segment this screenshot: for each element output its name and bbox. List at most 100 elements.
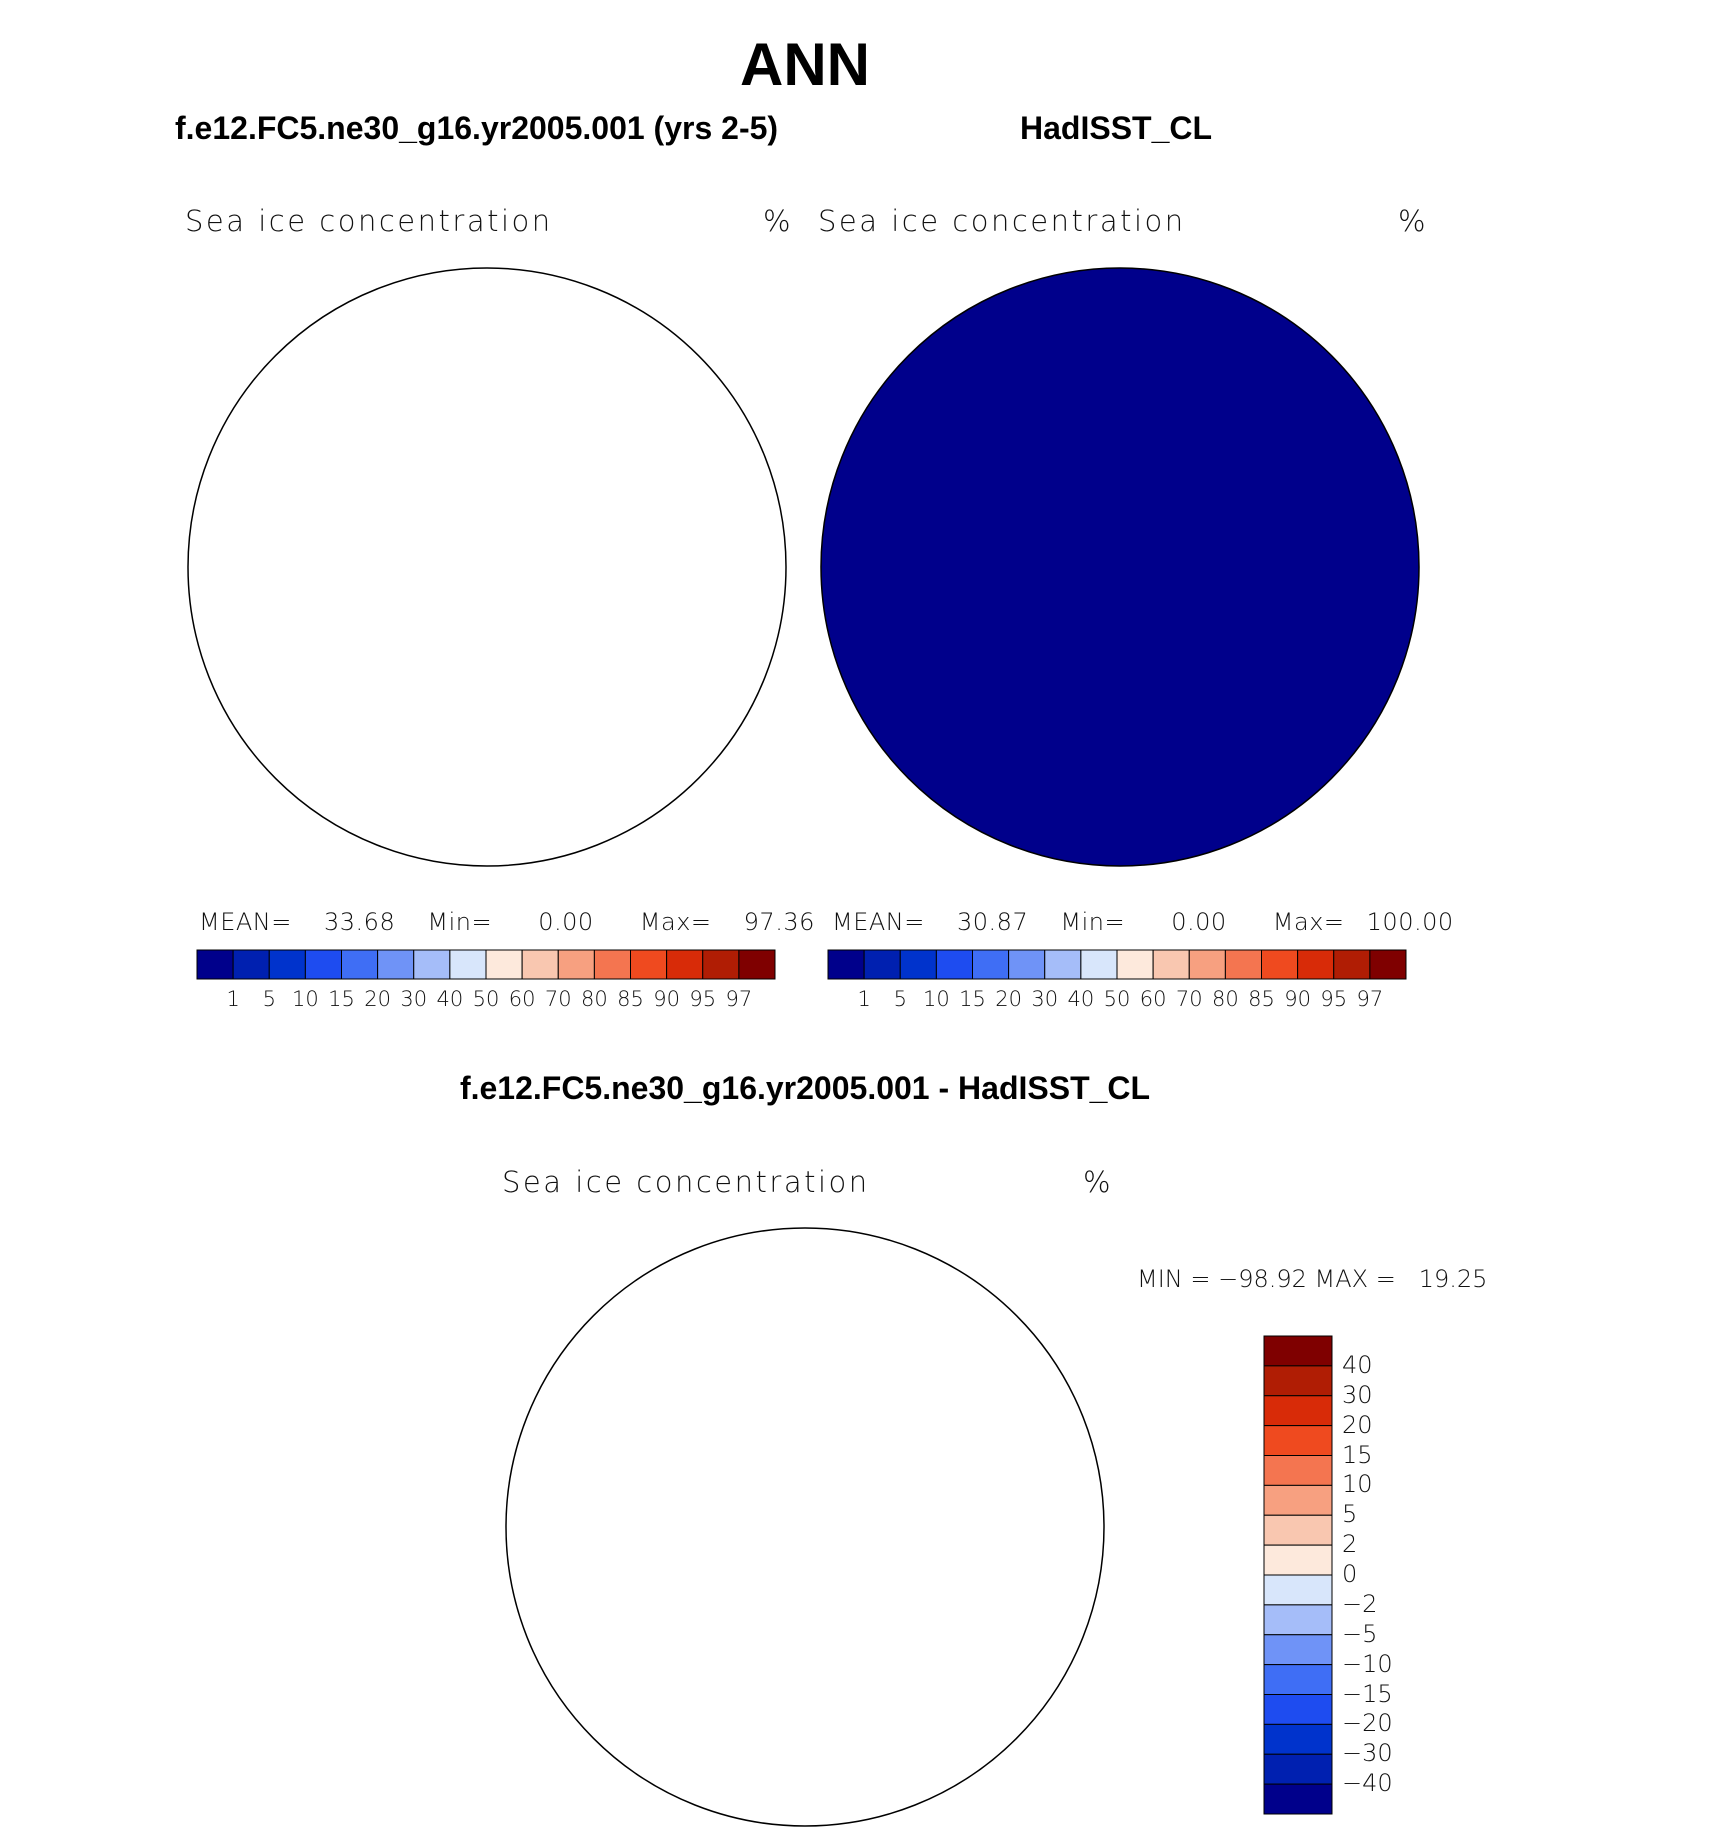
obs-min-value: 0.00	[1171, 908, 1227, 936]
obs-colorbar-tick-label: 15	[959, 987, 986, 1011]
model-case-title: f.e12.FC5.ne30_g16.yr2005.001 (yrs 2-5)	[175, 110, 779, 146]
obs-colorbar-cell	[827, 949, 865, 980]
obs-colorbar-cell	[1224, 949, 1262, 980]
model-colorbar-cell	[666, 949, 704, 980]
obs-case-title: HadISST_CL	[1020, 110, 1213, 146]
difference-colorbar-cell	[1263, 1335, 1333, 1367]
obs-colorbar-tick-label: 90	[1284, 987, 1311, 1011]
difference-colorbar-cell	[1263, 1395, 1333, 1427]
difference-colorbar	[1263, 1335, 1333, 1815]
difference-colorbar-cell	[1263, 1365, 1333, 1397]
model-min-value: 0.00	[538, 908, 594, 936]
obs-colorbar-cell	[1044, 949, 1082, 980]
model-colorbar-tick-label: 90	[653, 987, 680, 1011]
difference-units-label: %	[1083, 1165, 1111, 1199]
difference-colorbar-tick-label: 10	[1342, 1470, 1373, 1499]
difference-colorbar-tick-label: 20	[1342, 1410, 1373, 1439]
obs-max-label: Max=	[1272, 908, 1345, 936]
obs-mean-label: MEAN=	[832, 908, 925, 936]
model-colorbar-tick-label: 95	[689, 987, 717, 1011]
obs-colorbar-cell	[1008, 949, 1046, 980]
difference-colorbar-tick-label: −20	[1342, 1709, 1393, 1738]
model-colorbar-cell	[449, 949, 487, 980]
obs-colorbar-tick-label: 50	[1103, 987, 1131, 1011]
obs-colorbar-cell	[1369, 949, 1407, 980]
difference-colorbar-cell	[1263, 1514, 1333, 1546]
model-units-label: %	[763, 204, 791, 238]
model-colorbar-tick-label: 80	[581, 987, 608, 1011]
model-mean-label: MEAN=	[199, 908, 292, 936]
model-colorbar-tick-label: 60	[508, 987, 536, 1011]
model-colorbar	[196, 949, 776, 980]
model-colorbar-cell	[341, 949, 379, 980]
obs-colorbar-cell	[899, 949, 937, 980]
model-colorbar-tick-label: 30	[400, 987, 428, 1011]
obs-units-label: %	[1398, 204, 1426, 238]
model-colorbar-cell	[304, 949, 342, 980]
difference-colorbar-tick-label: 40	[1342, 1350, 1373, 1379]
model-max-label: Max=	[639, 908, 712, 936]
obs-colorbar-cell	[863, 949, 901, 980]
difference-colorbar-cell	[1263, 1723, 1333, 1755]
model-colorbar-cell	[268, 949, 306, 980]
obs-colorbar-tick-label: 40	[1067, 987, 1095, 1011]
difference-colorbar-cell	[1263, 1664, 1333, 1695]
obs-mean-value: 30.87	[957, 908, 1029, 936]
obs-colorbar-cell	[1261, 949, 1299, 980]
obs-colorbar-tick-label: 30	[1031, 987, 1059, 1011]
model-stats: MEAN= 33.68 Min= 0.00 Max= 97.36	[199, 908, 815, 936]
obs-colorbar-tick-label: 5	[893, 987, 907, 1011]
model-colorbar-cell	[630, 949, 668, 980]
difference-colorbar-cell	[1263, 1604, 1333, 1636]
difference-colorbar-tick-label: −40	[1342, 1769, 1393, 1798]
figure-title: ANN	[740, 31, 870, 98]
model-colorbar-cell	[196, 949, 234, 980]
difference-colorbar-cell	[1263, 1455, 1333, 1486]
model-colorbar-tick-label: 15	[328, 987, 355, 1011]
obs-colorbar-tick-label: 80	[1212, 987, 1239, 1011]
difference-colorbar-tick-label: −5	[1342, 1619, 1378, 1648]
obs-colorbar-tick-label: 1	[857, 987, 871, 1011]
model-colorbar-tick-label: 50	[472, 987, 500, 1011]
model-variable-label: Sea ice concentration	[185, 204, 553, 238]
difference-colorbar-tick-label: 2	[1342, 1530, 1358, 1559]
difference-colorbar-cell	[1263, 1634, 1333, 1666]
obs-colorbar-cell	[935, 949, 973, 980]
difference-colorbar-tick-label: −15	[1342, 1679, 1393, 1708]
obs-colorbar-cell	[1152, 949, 1190, 980]
difference-variable-label: Sea ice concentration	[502, 1165, 870, 1199]
obs-min-label: Min=	[1060, 908, 1126, 936]
difference-colorbar-tick-label: 5	[1342, 1500, 1358, 1529]
obs-colorbar-cell	[972, 949, 1010, 980]
obs-colorbar-tick-label: 60	[1139, 987, 1167, 1011]
difference-colorbar-cell	[1263, 1425, 1333, 1456]
model-colorbar-tick-label: 10	[292, 987, 319, 1011]
model-sea-ice-map	[187, 267, 797, 867]
difference-colorbar-tick-label: −30	[1342, 1739, 1393, 1768]
model-colorbar-tick-label: 97	[725, 987, 753, 1011]
difference-map	[505, 1227, 1105, 1827]
model-colorbar-tick-label: 5	[262, 987, 276, 1011]
model-min-label: Min=	[427, 908, 493, 936]
model-colorbar-cell	[377, 949, 415, 980]
obs-colorbar-cell	[1188, 949, 1226, 980]
obs-colorbar-tick-label: 10	[923, 987, 950, 1011]
difference-colorbar-cell	[1263, 1783, 1333, 1815]
obs-colorbar-cell	[1116, 949, 1154, 980]
model-max-value: 97.36	[743, 908, 815, 936]
difference-colorbar-cell	[1263, 1544, 1333, 1576]
obs-stats: MEAN= 30.87 Min= 0.00 Max= 100.00	[832, 908, 1454, 936]
obs-colorbar-cell	[1297, 949, 1335, 980]
obs-colorbar-tick-label: 20	[995, 987, 1022, 1011]
model-colorbar-tick-label: 85	[617, 987, 644, 1011]
model-colorbar-cell	[702, 949, 740, 980]
difference-colorbar-cell	[1263, 1484, 1333, 1516]
obs-max-value: 100.00	[1366, 908, 1454, 936]
model-colorbar-tick-label: 1	[226, 987, 240, 1011]
difference-colorbar-tick-label: 15	[1342, 1440, 1373, 1469]
model-mean-value: 33.68	[324, 908, 396, 936]
obs-colorbar-tick-label: 70	[1175, 987, 1203, 1011]
model-colorbar-tick-label: 40	[436, 987, 464, 1011]
model-colorbar-cell	[738, 949, 776, 980]
